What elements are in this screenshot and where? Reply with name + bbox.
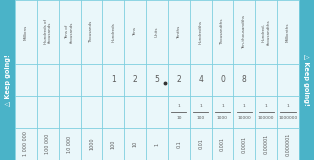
Text: 1: 1	[111, 76, 116, 84]
Text: 0.01: 0.01	[198, 139, 203, 149]
Text: 0.0001: 0.0001	[242, 135, 247, 153]
Text: 10 000: 10 000	[67, 135, 72, 153]
Text: 10: 10	[176, 116, 181, 120]
Text: 1: 1	[221, 104, 224, 108]
Text: 1: 1	[199, 104, 202, 108]
Text: 100: 100	[197, 116, 205, 120]
Text: 10000: 10000	[237, 116, 251, 120]
Bar	[0, 0, 15, 160]
Text: 0.1: 0.1	[176, 140, 181, 148]
Text: △ Keep going!: △ Keep going!	[4, 54, 11, 106]
Text: Units: Units	[155, 27, 159, 37]
Text: △ Keep going!: △ Keep going!	[303, 54, 310, 106]
Text: 0: 0	[220, 76, 225, 84]
Text: 0.001: 0.001	[220, 137, 225, 151]
Text: Thousands: Thousands	[89, 21, 94, 43]
Text: 1 000 000: 1 000 000	[24, 132, 29, 156]
Text: 100: 100	[111, 139, 116, 149]
Text: 1000000: 1000000	[279, 116, 298, 120]
Text: 0.000001: 0.000001	[285, 132, 290, 156]
Text: 100 000: 100 000	[45, 134, 50, 154]
Text: 1000: 1000	[89, 138, 94, 150]
Text: 1000: 1000	[217, 116, 228, 120]
Text: 100000: 100000	[258, 116, 274, 120]
Text: 10: 10	[133, 141, 138, 147]
Text: 2: 2	[176, 76, 181, 84]
Bar	[299, 0, 314, 160]
Text: Millionths: Millionths	[286, 22, 290, 42]
Text: 0.00001: 0.00001	[264, 134, 269, 154]
Text: Tens: Tens	[133, 28, 137, 36]
Text: 1: 1	[265, 104, 268, 108]
Text: Tenths: Tenths	[177, 25, 181, 39]
Text: Hundredths: Hundredths	[199, 20, 203, 44]
Text: Thousandths: Thousandths	[220, 19, 225, 45]
Text: Ten-thousandths: Ten-thousandths	[242, 15, 246, 49]
Text: Hundreds: Hundreds	[111, 22, 115, 42]
Text: 8: 8	[242, 76, 247, 84]
Text: 1: 1	[154, 142, 160, 146]
Text: 1: 1	[243, 104, 246, 108]
Text: 1: 1	[287, 104, 290, 108]
Text: Millions: Millions	[24, 24, 28, 40]
Text: Tens of
thousands: Tens of thousands	[65, 21, 74, 43]
Text: Hundred-
thousandths: Hundred- thousandths	[262, 19, 270, 45]
Text: 5: 5	[154, 76, 160, 84]
Text: 1: 1	[177, 104, 180, 108]
Text: 2: 2	[133, 76, 138, 84]
Text: Hundreds of
thousands: Hundreds of thousands	[44, 20, 52, 44]
Text: 4: 4	[198, 76, 203, 84]
